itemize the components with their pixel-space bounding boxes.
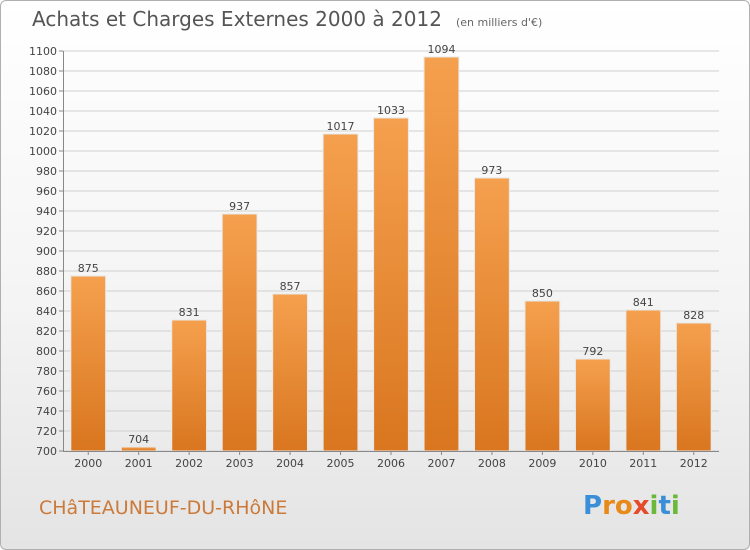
x-tick-label: 2010: [579, 457, 607, 470]
y-axis-ticks: 700 720 740 760 780 800 820 840 860 880 900 920 940 9…: [29, 45, 63, 458]
bar: [171, 319, 208, 452]
bar: [474, 177, 510, 452]
data-label: 1017: [327, 120, 355, 133]
y-tick-label: 960: [36, 185, 57, 198]
x-tick-label: 2002: [175, 457, 203, 470]
x-tick-label: 2005: [327, 457, 355, 470]
bar: [70, 275, 107, 452]
logo-letter: i: [649, 491, 659, 521]
y-tick-label: 760: [36, 385, 57, 398]
y-tick-label: 880: [36, 265, 57, 278]
bars: [70, 56, 712, 452]
bar: [574, 358, 611, 452]
y-tick-label: 740: [36, 405, 57, 418]
data-label: 1033: [377, 104, 405, 117]
x-tick-label: 2008: [478, 457, 506, 470]
chart-title: Achats et Charges Externes 2000 à 2012: [32, 7, 442, 31]
data-label: 875: [78, 262, 99, 275]
y-tick-label: 820: [36, 325, 57, 338]
data-label: 841: [633, 296, 654, 309]
y-tick-label: 1080: [29, 65, 57, 78]
bar: [524, 300, 561, 452]
chart-unit: (en milliers d'€): [455, 16, 543, 29]
data-label: 704: [128, 433, 149, 446]
proxiti-logo: Proxiti: [583, 491, 680, 521]
y-tick-label: 900: [36, 245, 57, 258]
logo-letter: t: [658, 491, 671, 521]
logo-letter: o: [614, 491, 633, 521]
bar: [373, 117, 409, 452]
y-tick-label: 1060: [29, 85, 57, 98]
logo-letter: i: [670, 491, 680, 521]
bar: [322, 133, 359, 452]
x-tick-label: 2004: [276, 457, 304, 470]
data-labels: 875 704 831 937 857 1017 1033 1094 973 850 792 841 8…: [78, 43, 705, 446]
x-tick-label: 2000: [74, 457, 102, 470]
y-tick-label: 860: [36, 285, 57, 298]
x-tick-label: 2009: [528, 457, 556, 470]
y-tick-label: 840: [36, 305, 57, 318]
logo-letter: x: [632, 491, 650, 521]
y-tick-label: 940: [36, 205, 57, 218]
bar: [272, 293, 308, 452]
y-tick-label: 700: [36, 445, 57, 458]
y-tick-label: 780: [36, 365, 57, 378]
x-tick-label: 2006: [377, 457, 405, 470]
x-axis-ticks: 2000 2001 2002 2003 2004 2005 2006 2007 2008 2009…: [74, 451, 708, 470]
bar: [423, 56, 460, 452]
x-tick-label: 2003: [226, 457, 254, 470]
data-label: 1094: [427, 43, 455, 56]
y-tick-label: 920: [36, 225, 57, 238]
data-label: 831: [179, 306, 200, 319]
y-tick-label: 720: [36, 425, 57, 438]
x-tick-label: 2007: [427, 457, 455, 470]
data-label: 973: [481, 164, 502, 177]
data-label: 828: [683, 309, 704, 322]
data-label: 937: [229, 200, 250, 213]
title-row: Achats et Charges Externes 2000 à 2012 (e…: [32, 7, 542, 31]
data-label: 850: [532, 287, 553, 300]
y-tick-label: 800: [36, 345, 57, 358]
x-tick-label: 2011: [629, 457, 657, 470]
logo-letter: r: [602, 491, 615, 521]
bar: [675, 322, 712, 452]
data-label: 792: [582, 345, 603, 358]
data-label: 857: [280, 280, 301, 293]
bar: [120, 446, 157, 452]
x-tick-label: 2001: [125, 457, 153, 470]
y-tick-label: 1100: [29, 45, 57, 58]
y-tick-label: 1040: [29, 105, 57, 118]
y-tick-label: 980: [36, 165, 57, 178]
bar: [221, 213, 258, 452]
y-tick-label: 1020: [29, 125, 57, 138]
bar: [625, 309, 662, 452]
location-label: CHâTEAUNEUF-DU-RHôNE: [39, 497, 288, 519]
x-tick-label: 2012: [680, 457, 708, 470]
logo-letter: P: [583, 491, 603, 521]
y-tick-label: 1000: [29, 145, 57, 158]
